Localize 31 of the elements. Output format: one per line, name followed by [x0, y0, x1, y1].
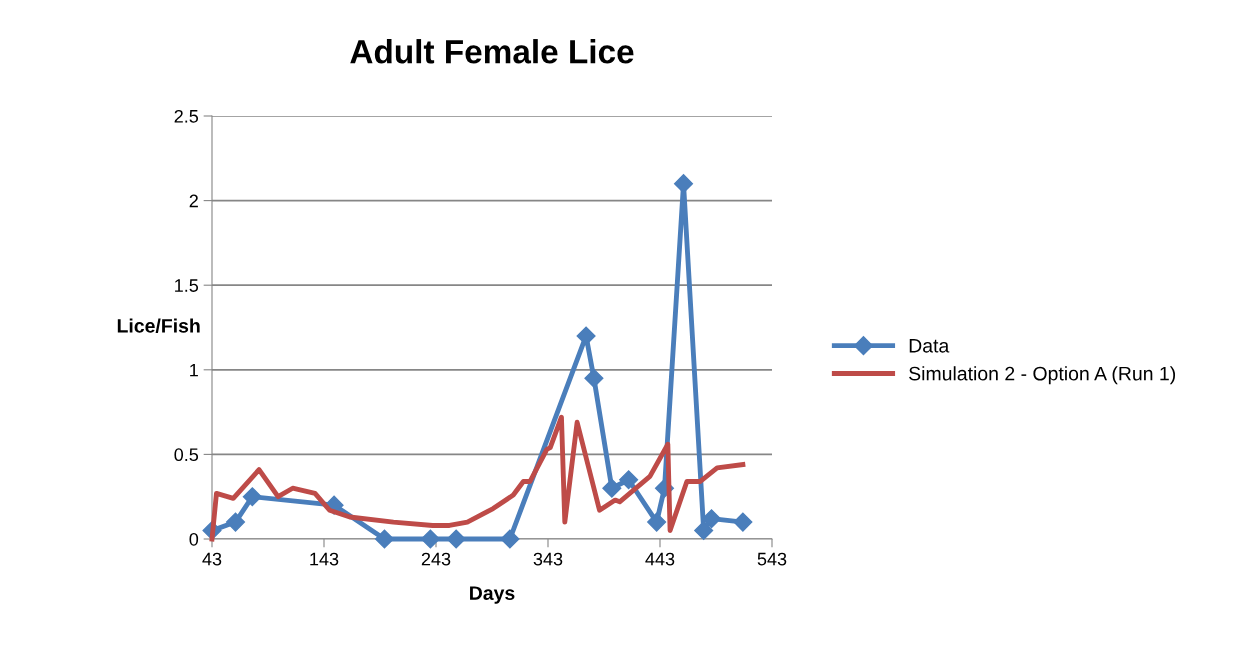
point	[733, 512, 753, 532]
point	[500, 529, 520, 549]
legend-label: Simulation 2 - Option A (Run 1)	[909, 366, 1176, 385]
point	[374, 529, 395, 549]
point	[602, 478, 622, 498]
x-axis-title: Days	[470, 586, 515, 604]
x-tick-label: 143	[310, 552, 339, 566]
point	[619, 470, 639, 490]
point	[584, 368, 604, 388]
y-tick-label: 1	[190, 363, 198, 377]
x-tick-label: 443	[645, 552, 675, 566]
x-tick-label: 243	[421, 552, 451, 566]
y-tick-label: 2	[189, 194, 198, 208]
x-tick-label: 543	[757, 552, 787, 566]
point	[576, 326, 596, 346]
point	[673, 174, 694, 194]
point	[647, 512, 667, 532]
y-tick-label: 1.5	[175, 279, 199, 292]
x-tick-label: 343	[533, 552, 563, 566]
point	[694, 521, 714, 541]
chart-title: Adult Female Lice	[350, 39, 634, 64]
point	[446, 529, 466, 549]
point	[420, 529, 440, 549]
legend-label: Data	[909, 339, 950, 353]
y-axis-title: Lice/Fish	[117, 318, 200, 333]
point	[225, 512, 246, 532]
y-tick-label: 0.5	[174, 448, 199, 462]
point	[242, 487, 262, 507]
x-tick-label: 43	[202, 552, 222, 566]
y-tick-label: 0	[189, 532, 199, 546]
y-tick-label: 2.5	[174, 109, 199, 123]
